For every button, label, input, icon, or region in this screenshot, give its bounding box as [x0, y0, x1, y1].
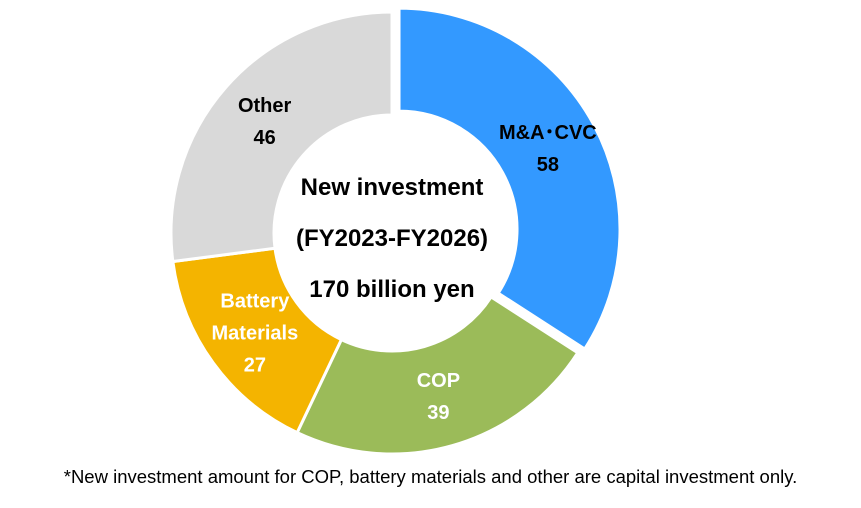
slice-label-other: Other 46: [238, 95, 292, 149]
center-text-line-3: 170 billion yen: [309, 276, 474, 303]
footnote: *New investment amount for COP, battery …: [63, 466, 798, 487]
slice-label-other-line: Other: [238, 95, 292, 117]
slice-label-cop-line: 39: [427, 402, 449, 424]
slice-other: [169, 10, 394, 264]
slice-label-cop: COP 39: [417, 370, 460, 424]
slice-label-battery-materials-line: Materials: [212, 323, 299, 345]
slice-ma-cvc: [397, 6, 622, 352]
slice-label-battery-materials-line: 27: [244, 355, 266, 377]
slice-cop: [295, 294, 580, 456]
center-text-line-1: New investment: [301, 174, 484, 201]
slice-label-cop-line: COP: [417, 370, 460, 392]
slice-label-ma-cvc: M&A･CVC 58: [499, 122, 597, 176]
center-text-line-2: (FY2023-FY2026): [296, 225, 488, 252]
slice-label-other-line: 46: [254, 127, 276, 149]
slice-label-ma-cvc-line: 58: [537, 154, 559, 176]
slice-label-battery-materials: Battery Materials 27: [212, 291, 299, 377]
slice-labels: M&A･CVC 58 COP 39 Battery Materials 27 Other 46: [212, 95, 597, 424]
slice-label-battery-materials-line: Battery: [220, 291, 290, 313]
center-label: New investment (FY2023-FY2026) 170 billi…: [296, 174, 488, 303]
slice-label-ma-cvc-line: M&A･CVC: [499, 122, 597, 144]
donut-slices: [169, 6, 622, 456]
